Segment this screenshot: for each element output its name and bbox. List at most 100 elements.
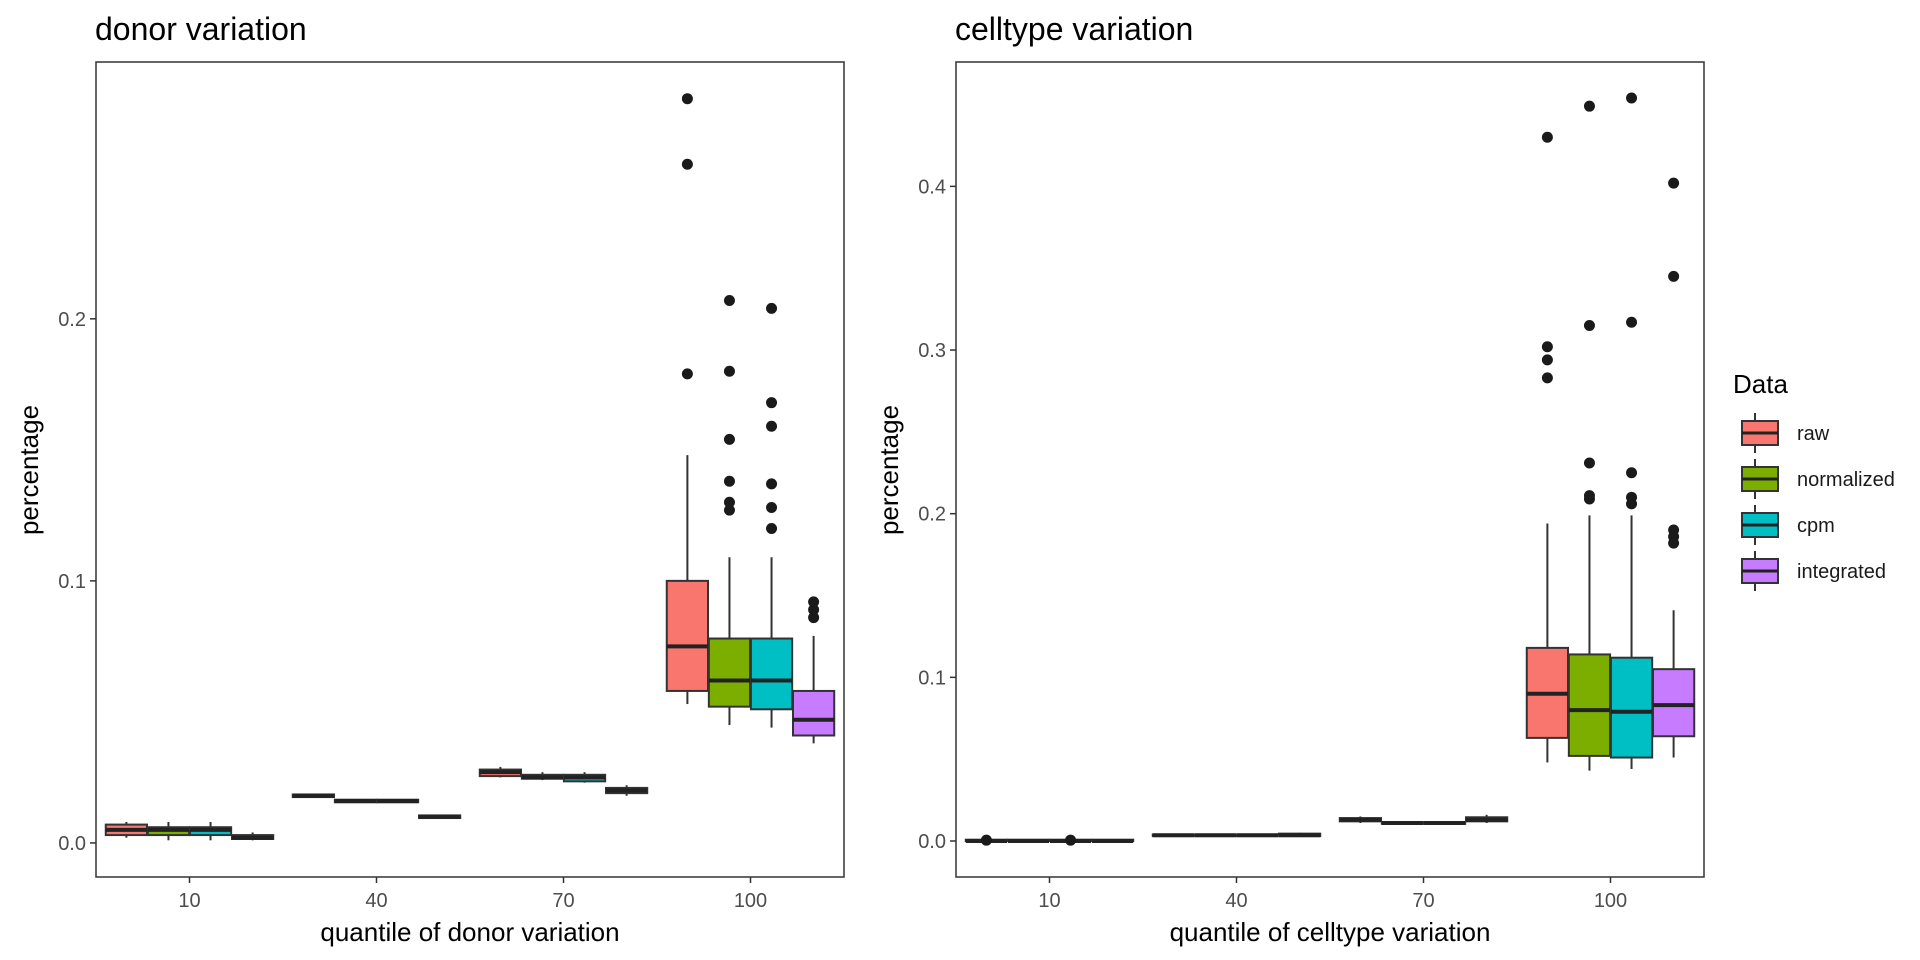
outlier-point	[681, 93, 693, 105]
box-integrated-100	[1651, 177, 1696, 758]
outlier-point	[1626, 92, 1638, 104]
x-tick-label: 70	[1412, 890, 1434, 912]
outlier-point	[1583, 457, 1595, 469]
outlier-point	[1668, 524, 1680, 536]
box-integrated-70	[1464, 814, 1509, 823]
box-normalized-40	[1193, 833, 1238, 838]
legend: Data raw normalized cpm integrated	[1733, 369, 1895, 591]
legend-key-raw	[1741, 413, 1779, 453]
y-tick-label: 0.1	[58, 571, 86, 593]
box-body	[1651, 668, 1696, 738]
outlier-point	[723, 496, 735, 508]
outlier-point	[723, 365, 735, 377]
outlier-point	[766, 420, 778, 432]
box-body	[1567, 653, 1612, 757]
box-normalized-70	[1380, 820, 1425, 825]
y-tick-label: 0.0	[58, 833, 86, 855]
x-tick-label: 10	[1038, 890, 1060, 912]
box-cpm-10	[188, 821, 233, 841]
box-raw-100	[1525, 131, 1570, 763]
outlier-point	[1626, 316, 1638, 328]
legend-label: integrated	[1797, 561, 1886, 583]
box-raw-70	[478, 766, 523, 778]
x-axis-label: quantile of donor variation	[320, 917, 619, 947]
panel-title: donor variation	[95, 11, 307, 47]
outlier-point	[766, 397, 778, 409]
x-tick-label: 100	[734, 890, 767, 912]
box-raw-70	[1338, 816, 1383, 823]
box-integrated-10	[230, 832, 275, 841]
panel-title: celltype variation	[955, 11, 1193, 47]
outlier-point	[1541, 341, 1553, 353]
box-raw-100	[665, 93, 710, 705]
outlier-point	[1583, 490, 1595, 502]
y-axis-label: percentage	[874, 405, 904, 535]
outlier-point	[1541, 131, 1553, 143]
box-cpm-40	[375, 798, 420, 804]
box-integrated-10	[1090, 838, 1135, 843]
box-body	[791, 689, 836, 737]
box-integrated-100	[791, 596, 836, 744]
outlier-point	[1626, 491, 1638, 503]
outlier-point	[723, 294, 735, 306]
legend-key-integrated	[1741, 551, 1779, 591]
box-integrated-70	[604, 785, 649, 796]
outlier-point	[980, 834, 992, 846]
box-normalized-10	[1006, 838, 1051, 843]
outlier-point	[1541, 354, 1553, 366]
box-raw-40	[1151, 833, 1196, 838]
legend-key-cpm	[1741, 505, 1779, 545]
box-body	[665, 579, 710, 692]
outlier-point	[808, 612, 820, 624]
outlier-point	[1626, 467, 1638, 479]
box-normalized-100	[707, 294, 752, 726]
outlier-point	[1668, 270, 1680, 282]
outlier-point	[723, 433, 735, 445]
y-tick-label: 0.3	[918, 340, 946, 362]
box-integrated-40	[417, 814, 462, 820]
outlier-point	[766, 501, 778, 513]
x-tick-label: 70	[552, 890, 574, 912]
x-axis-label: quantile of celltype variation	[1170, 917, 1491, 947]
outlier-point	[766, 302, 778, 314]
y-tick-label: 0.4	[918, 176, 946, 198]
box-raw-10	[104, 821, 149, 838]
outlier-point	[1583, 100, 1595, 112]
x-tick-label: 10	[178, 890, 200, 912]
y-tick-label: 0.1	[918, 667, 946, 689]
panel-donor-variation: donor variation 0.0 0.1 0.2 10 40 70 100 quant…	[14, 11, 845, 947]
outlier-point	[808, 604, 820, 616]
panel-celltype-variation: celltype variation 0.0 0.1 0.2 0.3 0.4 10 40 70…	[874, 11, 1705, 947]
outlier-point	[766, 522, 778, 534]
x-tick-label: 40	[365, 890, 387, 912]
box-body	[707, 637, 752, 708]
y-tick-label: 0.2	[58, 309, 86, 331]
box-normalized-40	[333, 798, 378, 804]
legend-label: normalized	[1797, 469, 1895, 491]
box-raw-40	[291, 793, 336, 799]
outlier-point	[681, 158, 693, 170]
outlier-point	[723, 504, 735, 516]
legend-title: Data	[1733, 369, 1788, 399]
legend-label: cpm	[1797, 515, 1835, 537]
box-cpm-100	[749, 302, 794, 728]
outlier-point	[723, 475, 735, 487]
outlier-point	[766, 478, 778, 490]
plot-frame	[95, 61, 845, 878]
y-axis-label: percentage	[14, 405, 44, 535]
box-integrated-40	[1277, 832, 1322, 838]
plot-area: 0.0 0.1 0.2 0.3 0.4 10 40 70 100	[918, 92, 1696, 912]
y-tick-label: 0.2	[918, 504, 946, 526]
outlier-point	[1583, 319, 1595, 331]
box-cpm-70	[562, 772, 607, 783]
box-body	[749, 637, 794, 711]
outlier-point	[808, 596, 820, 608]
y-tick-label: 0.0	[918, 831, 946, 853]
x-tick-label: 100	[1594, 890, 1627, 912]
outlier-point	[1668, 177, 1680, 189]
outlier-point	[1541, 372, 1553, 384]
legend-key-normalized	[1741, 459, 1779, 499]
box-normalized-100	[1567, 100, 1612, 771]
box-cpm-70	[1422, 820, 1467, 825]
